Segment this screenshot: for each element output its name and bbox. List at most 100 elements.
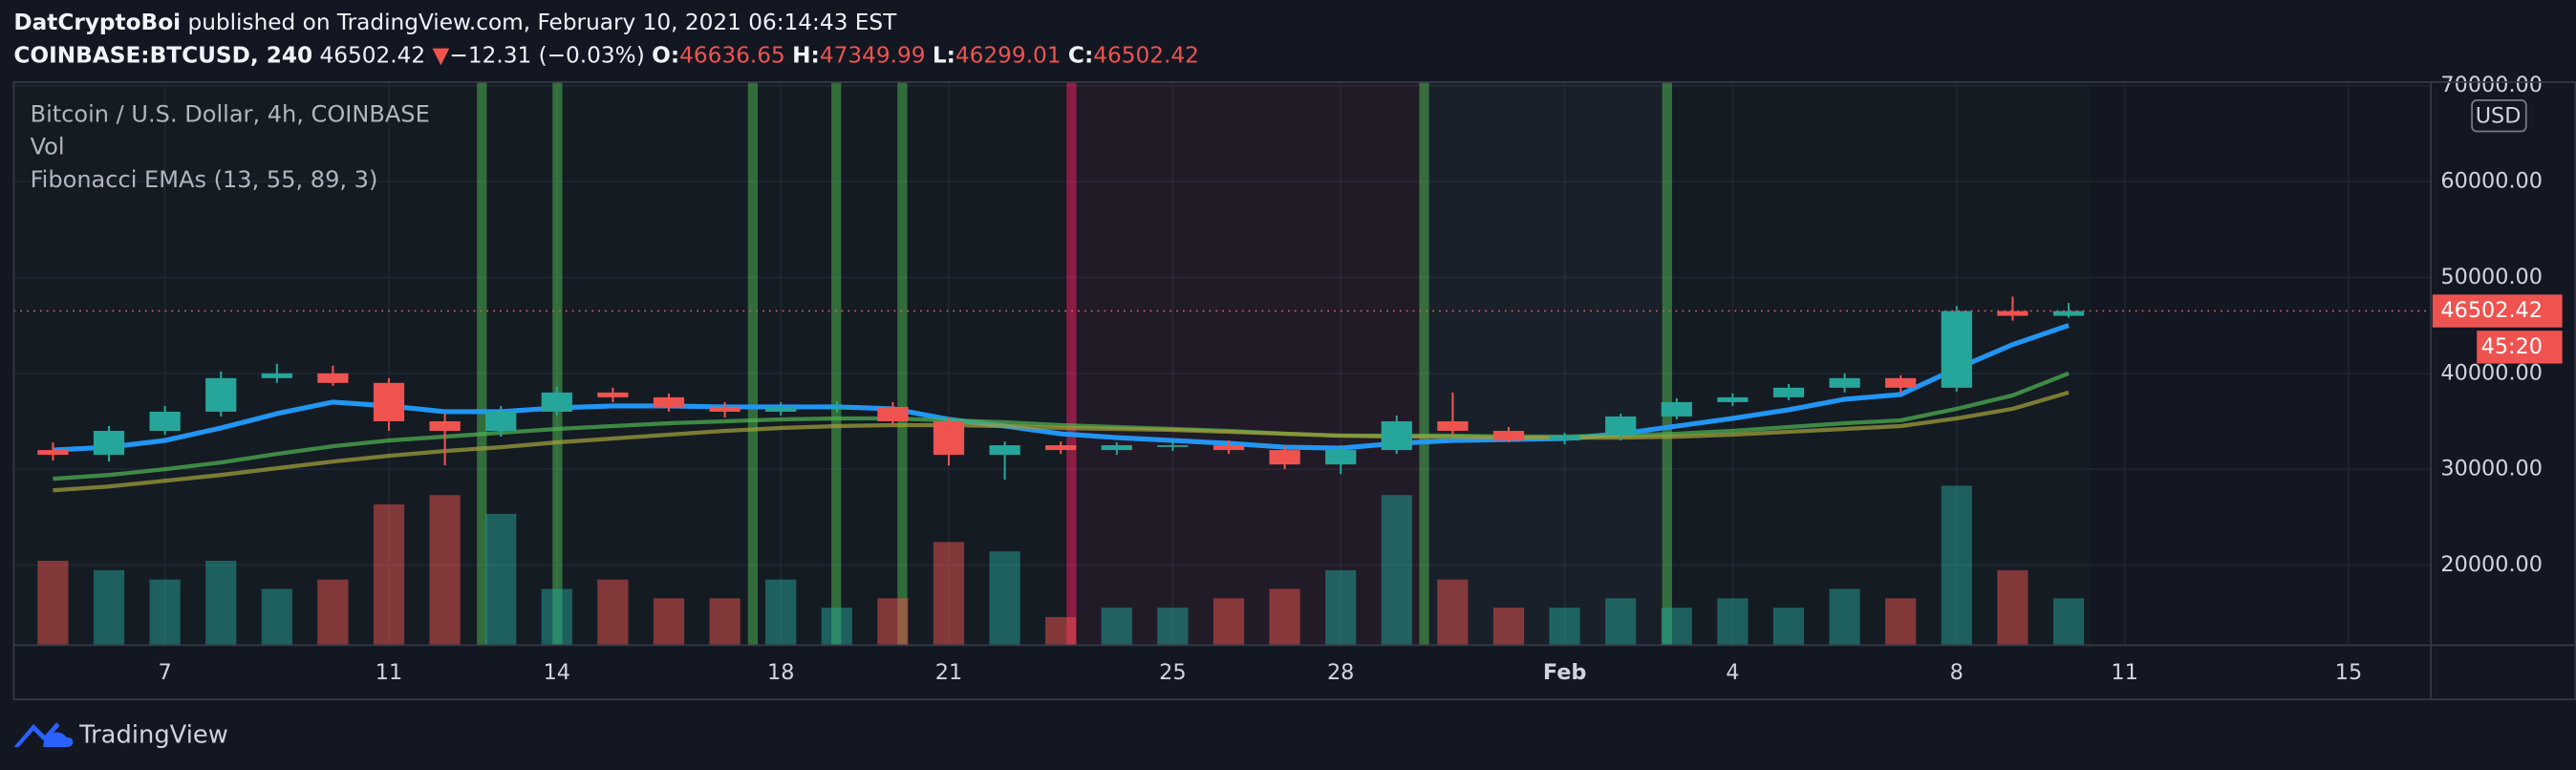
shade-zone (1424, 81, 1671, 646)
volume-bar (1605, 598, 1637, 646)
x-tick-label: 4 (1726, 660, 1739, 685)
countdown-tag (2477, 331, 2563, 364)
candle-body (989, 445, 1020, 456)
candle-body (1885, 377, 1917, 388)
countdown: 45:20 (2481, 334, 2543, 359)
volume-bar (1101, 608, 1132, 646)
currency-badge[interactable] (2471, 98, 2527, 133)
high-label: H: (792, 42, 820, 68)
legend-indicator: Fibonacci EMAs (13, 55, 89, 3) (31, 166, 378, 193)
candle-body (1325, 450, 1357, 465)
legend-volume: Vol (31, 134, 65, 160)
axes: 20000.00 30000.00 40000.00 50000.00 60000.00… (13, 73, 2563, 685)
symbol: COINBASE:BTCUSD, 240 (13, 42, 312, 68)
signal-band (552, 81, 563, 646)
volume-bar (1157, 608, 1189, 646)
x-tick-label: 11 (2111, 660, 2137, 685)
price-tag-label: 46502.42 (2440, 298, 2543, 323)
volume-bar (429, 495, 461, 646)
x-tick-label: 14 (544, 660, 570, 685)
volume-bar (1997, 569, 2029, 646)
volume-bar (933, 542, 965, 646)
candle-body (1101, 445, 1132, 451)
signals (477, 81, 1672, 646)
y-tick-label: 50000.00 (2440, 265, 2543, 289)
close-label: C: (1068, 42, 1093, 68)
x-tick-label: 11 (376, 660, 402, 685)
y-tick-label: 60000.00 (2440, 169, 2543, 194)
volume-bar (1549, 608, 1580, 646)
candle-body (373, 382, 405, 421)
candle-body (2052, 310, 2085, 316)
y-tick-label: 40000.00 (2440, 360, 2543, 385)
volume-bar (1325, 569, 1357, 646)
candle-body (1997, 310, 2029, 316)
volume-bar (653, 598, 685, 646)
candle-body (317, 373, 349, 383)
change: −12.31 (−0.03%) (449, 42, 644, 68)
volume-bar (1772, 608, 1805, 646)
x-tick-label: 7 (159, 660, 172, 685)
volume-bar (1045, 616, 1077, 646)
candle-body (1213, 445, 1245, 451)
legend-instrument: Bitcoin / U.S. Dollar, 4h, COINBASE (31, 100, 430, 127)
open-label: O: (652, 42, 679, 68)
volume-bar (1885, 598, 1917, 646)
signal-band (477, 81, 487, 646)
currency: USD (2476, 104, 2522, 129)
candle-body (1045, 445, 1077, 451)
candle-body (37, 450, 69, 456)
volume-bar (1381, 495, 1412, 646)
volume-bar (709, 598, 741, 646)
candle-body (261, 373, 292, 378)
price: 46502.42 (320, 42, 426, 68)
volume-bar (877, 598, 909, 646)
ema-line (53, 371, 2070, 481)
candle-body (1269, 450, 1300, 465)
candle-body (1772, 387, 1805, 397)
arrow: ▼ (433, 42, 450, 68)
volume-bar (37, 560, 69, 646)
signal-band (1066, 81, 1077, 646)
candle-body (765, 406, 797, 412)
volume-bar (1492, 608, 1525, 646)
low-label: L: (933, 42, 955, 68)
volume-bar (989, 551, 1020, 646)
candle-body (1717, 396, 1749, 402)
candle-body (1157, 445, 1189, 447)
y-tick-label: 70000.00 (2440, 73, 2543, 97)
candle-body (429, 420, 461, 432)
shade-zone (1071, 81, 1425, 646)
candle-body (485, 411, 517, 432)
candle-body (877, 406, 909, 421)
volume (37, 485, 2085, 646)
volume-bar (2052, 598, 2085, 646)
candle-body (541, 392, 572, 412)
signal-band (747, 81, 759, 646)
volume-bar (1213, 598, 1245, 646)
x-tick-label: Feb (1543, 660, 1586, 685)
volume-bar (1717, 598, 1749, 646)
candle-body (597, 392, 629, 397)
volume-bar (597, 579, 629, 646)
volume-bar (261, 588, 292, 646)
x-tick-label: 28 (1327, 660, 1354, 685)
signal-band (1419, 81, 1429, 646)
y-tick-label: 30000.00 (2440, 457, 2543, 481)
candle-body (1381, 420, 1412, 451)
close: 46502.42 (1093, 42, 1199, 68)
y-tick-label: 20000.00 (2440, 552, 2543, 577)
volume-bar (1269, 588, 1300, 646)
candle-body (1829, 377, 1860, 388)
volume-bar (765, 579, 797, 646)
open: 46636.65 (679, 42, 785, 68)
low: 46299.01 (955, 42, 1062, 68)
candle-body (709, 406, 741, 412)
volume-bar (93, 569, 125, 646)
brand: TradingView (78, 720, 228, 749)
candles (37, 296, 2085, 481)
candle-body (93, 431, 125, 456)
candle-body (1605, 416, 1637, 437)
price-tag (2432, 294, 2563, 328)
